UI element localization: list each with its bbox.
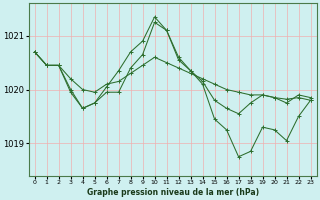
X-axis label: Graphe pression niveau de la mer (hPa): Graphe pression niveau de la mer (hPa) [86,188,259,197]
